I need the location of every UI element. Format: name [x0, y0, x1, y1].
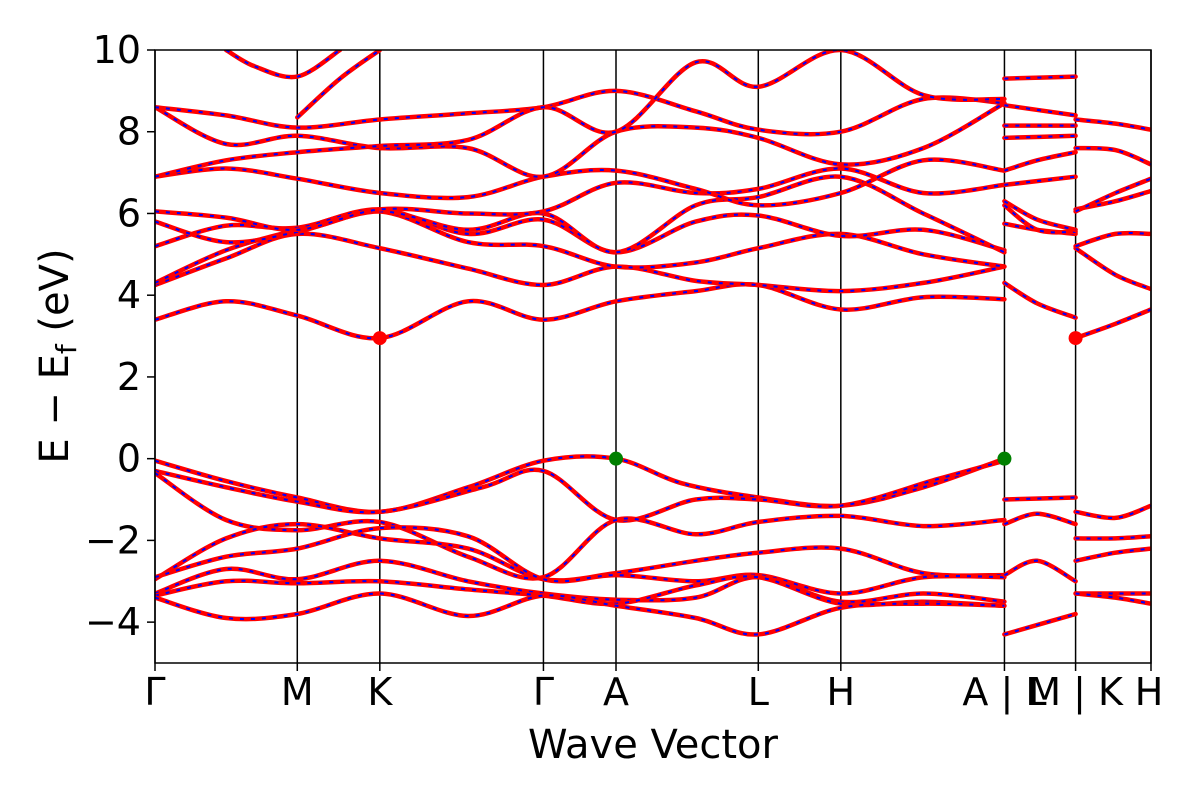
band-line-overlay-18 — [155, 50, 1005, 178]
y-tick-label: 0 — [117, 437, 141, 481]
x-tick-label: Γ — [533, 670, 554, 714]
x-tick-label: L — [748, 670, 769, 714]
band-line-36 — [1073, 245, 1151, 292]
band-line-overlay-44 — [1075, 547, 1151, 562]
band-line-overlay-38 — [1075, 190, 1151, 211]
band-line-overlay-36 — [1075, 247, 1151, 291]
band-lines — [155, 50, 1151, 637]
band-line-19 — [223, 50, 343, 80]
band-line-overlay-42 — [1075, 504, 1151, 519]
band-line-overlay-19 — [225, 50, 341, 79]
y-tick-label: 6 — [117, 191, 141, 235]
band-line-39 — [1073, 176, 1151, 214]
band-line-20 — [295, 50, 383, 120]
band-line-overlay-14 — [155, 167, 1005, 231]
band-line-overlay-46 — [1075, 592, 1151, 605]
band-line-overlay-8 — [155, 592, 1005, 636]
x-tick-label: M — [281, 670, 314, 714]
band-line-37 — [1073, 230, 1151, 249]
band-line-overlay-20 — [296, 50, 381, 119]
band-line-overlay-23 — [1003, 559, 1077, 583]
y-axis-title-subscript: f — [50, 343, 83, 354]
cbm-marker — [372, 331, 387, 346]
y-axis-title-main: E − E — [32, 354, 78, 464]
plot-frame — [154, 49, 1152, 664]
y-tick-label: 10 — [93, 28, 141, 72]
band-line-27 — [1002, 203, 1078, 235]
band-line-overlay-11 — [155, 210, 1005, 284]
extremum-markers — [372, 331, 1083, 466]
band-line-23 — [1002, 558, 1078, 584]
vbm-marker — [609, 451, 624, 466]
x-tick-label: A | L — [962, 670, 1046, 715]
y-tick-label: −2 — [85, 518, 141, 562]
band-line-overlay-24 — [1004, 613, 1076, 636]
x-tick-label: H — [1135, 670, 1164, 714]
band-line-2 — [155, 458, 1007, 523]
x-tick-label: K — [367, 670, 393, 714]
band-line-overlay-7 — [155, 575, 1005, 607]
y-tick-label: 4 — [117, 273, 141, 317]
band-line-overlay-41 — [1075, 118, 1151, 131]
vbm-marker — [997, 451, 1012, 466]
band-line-overlay-9 — [155, 283, 1005, 340]
band-line-overlay-30 — [1004, 151, 1076, 172]
band-line-overlay-16 — [155, 102, 1005, 178]
y-tick-label: −4 — [85, 600, 141, 644]
x-tick-label: H — [827, 670, 856, 714]
band-line-40 — [1073, 145, 1151, 167]
x-tick-label: A — [603, 670, 629, 714]
band-line-35 — [1073, 307, 1151, 341]
band-line-overlay-33 — [1004, 104, 1076, 117]
band-line-overlay-29 — [1004, 175, 1076, 186]
band-line-9 — [155, 281, 1007, 341]
y-tick-label: 8 — [117, 110, 141, 154]
band-line-17 — [155, 88, 1007, 137]
band-line-1 — [155, 454, 1007, 515]
band-line-overlay-2 — [155, 459, 1005, 522]
band-line-overlay-43 — [1075, 535, 1151, 540]
y-axis-ticks: 10 8 6 4 2 0 −2 −4 — [85, 28, 155, 644]
cbm-marker — [1068, 331, 1083, 346]
band-line-overlay-21 — [1004, 496, 1076, 501]
band-line-overlay-15 — [155, 158, 1005, 207]
band-line-overlay-40 — [1075, 147, 1151, 166]
band-line-overlay-17 — [155, 89, 1005, 136]
band-line-overlay-34 — [1004, 75, 1076, 80]
band-line-overlay-37 — [1075, 232, 1151, 248]
y-axis-title-unit: (eV) — [32, 248, 78, 344]
y-axis-title: E − Ef (eV) — [32, 248, 83, 463]
band-line-overlay-5 — [155, 526, 1005, 595]
band-line-42 — [1073, 503, 1151, 521]
band-line-overlay-22 — [1004, 512, 1076, 526]
band-line-overlay-1 — [155, 455, 1005, 513]
band-line-16 — [155, 100, 1007, 179]
band-line-11 — [155, 209, 1007, 286]
y-tick-label: 2 — [117, 355, 141, 399]
band-line-overlay-28 — [1003, 200, 1076, 231]
band-line-overlay-31 — [1004, 134, 1076, 139]
x-axis-title: Wave Vector — [528, 722, 779, 768]
band-line-overlay-3 — [155, 472, 1005, 580]
x-tick-label: Γ — [144, 670, 165, 714]
band-line-25 — [1002, 280, 1078, 320]
kpoint-divider-lines — [154, 50, 1152, 663]
x-tick-label: M | K — [1028, 670, 1124, 715]
